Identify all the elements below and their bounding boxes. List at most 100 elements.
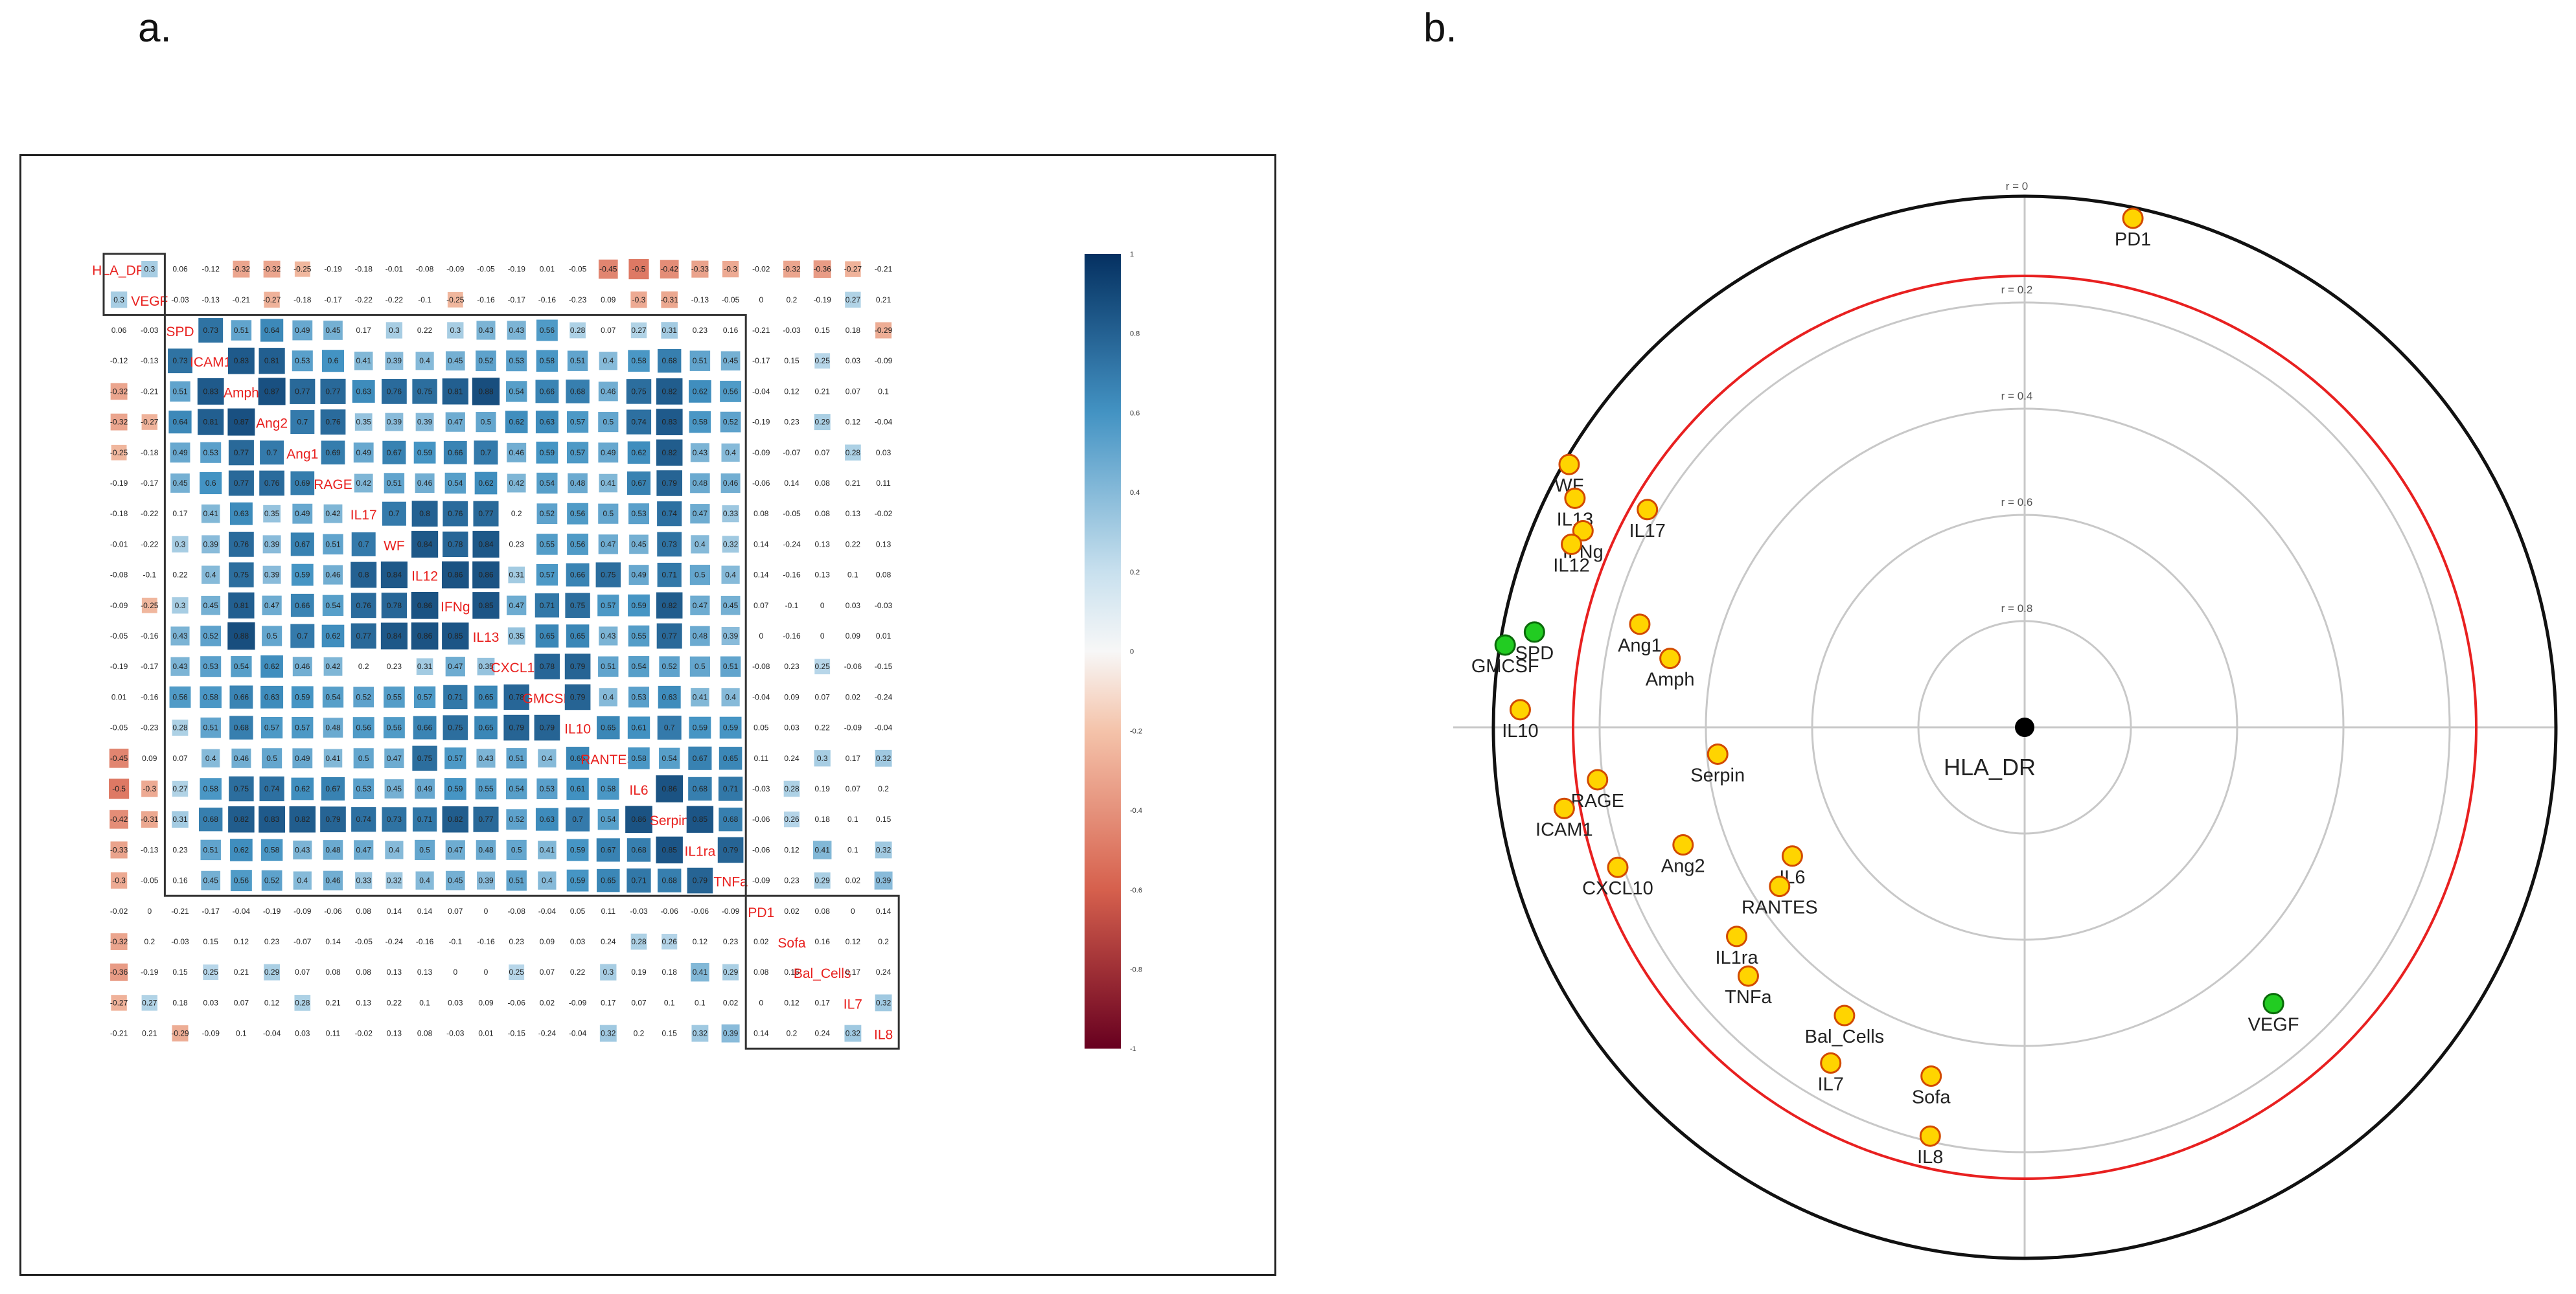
heatmap-cell-value: -0.19 bbox=[110, 479, 128, 488]
heatmap-cell-value: 0.58 bbox=[203, 692, 219, 701]
heatmap-cell-value: 0.57 bbox=[540, 571, 555, 580]
heatmap-cell bbox=[661, 291, 678, 308]
heatmap-cell bbox=[476, 350, 496, 372]
heatmap-cell bbox=[565, 593, 590, 619]
heatmap-cell-value: 0.47 bbox=[601, 539, 616, 549]
heatmap-cell bbox=[260, 655, 283, 678]
heatmap-cell-value: 0.31 bbox=[417, 662, 433, 671]
panel-a-label: a. bbox=[138, 6, 172, 51]
heatmap-cell-value: 0.7 bbox=[266, 448, 277, 457]
heatmap-cell bbox=[110, 383, 128, 400]
polar-point bbox=[1607, 856, 1629, 878]
heatmap-cell bbox=[721, 565, 740, 584]
heatmap-cell-value: 0.23 bbox=[387, 662, 402, 671]
heatmap-cell bbox=[170, 657, 190, 676]
heatmap-cell-value: 0.88 bbox=[234, 631, 249, 641]
heatmap-cell-value: 0.77 bbox=[356, 631, 372, 641]
heatmap-cell-value: 0.33 bbox=[723, 509, 739, 518]
heatmap-cell-value: 0.45 bbox=[203, 601, 219, 610]
polar-point-label: IL1ra bbox=[1715, 948, 1758, 968]
polar-point-label: RANTES bbox=[1742, 898, 1818, 918]
heatmap-cell-value: 0.76 bbox=[325, 418, 341, 427]
heatmap-cell-value: 0.21 bbox=[815, 387, 831, 396]
heatmap-cell-value: 0.54 bbox=[325, 601, 341, 610]
heatmap-cell-value: 0.51 bbox=[172, 387, 188, 396]
heatmap-cell bbox=[262, 535, 281, 554]
heatmap-cell bbox=[599, 352, 617, 370]
heatmap-cell bbox=[292, 503, 313, 524]
heatmap-cell-value: 0.78 bbox=[448, 539, 463, 549]
heatmap-cell-value: 0.35 bbox=[509, 631, 525, 641]
heatmap-cell-value: 0.63 bbox=[264, 692, 280, 701]
heatmap-cell-value: -0.18 bbox=[141, 448, 159, 457]
heatmap-variable-label: WF bbox=[384, 538, 405, 553]
heatmap-cell-value: 0.31 bbox=[662, 326, 678, 335]
heatmap-cell-value: 0.43 bbox=[509, 326, 525, 335]
heatmap-cell bbox=[628, 687, 650, 708]
heatmap-cell bbox=[720, 595, 741, 615]
heatmap-cell bbox=[351, 593, 376, 619]
heatmap-cell-value: 0.79 bbox=[570, 662, 586, 671]
heatmap-cell-value: 0.11 bbox=[876, 479, 891, 488]
heatmap-cell bbox=[172, 536, 189, 553]
heatmap-cell-value: 0.47 bbox=[448, 662, 463, 671]
heatmap-cell-value: 0.75 bbox=[631, 387, 647, 396]
heatmap-cell-value: -0.36 bbox=[814, 265, 832, 274]
heatmap-cell bbox=[384, 473, 405, 494]
heatmap-cell-value: 0.39 bbox=[264, 571, 280, 580]
heatmap-cell-value: 0.45 bbox=[723, 356, 739, 365]
polar-point-label: VEGF bbox=[2248, 1015, 2299, 1036]
heatmap-cell-value: -0.23 bbox=[569, 295, 587, 304]
heatmap-cell-value: 0.46 bbox=[295, 662, 310, 671]
heatmap-cell-value: 0.75 bbox=[417, 387, 433, 396]
heatmap-cell bbox=[657, 532, 682, 557]
heatmap-cell bbox=[536, 319, 558, 341]
heatmap-cell bbox=[380, 562, 408, 589]
heatmap-cell-value: 0.84 bbox=[387, 631, 402, 641]
heatmap-cell-value: 0.47 bbox=[693, 601, 708, 610]
heatmap-cell bbox=[229, 685, 253, 709]
heatmap-cell-value: 0.71 bbox=[448, 692, 463, 701]
heatmap-cell-value: 0.76 bbox=[448, 509, 463, 518]
heatmap-cell-value: -0.5 bbox=[632, 265, 646, 274]
heatmap-cell-value: -0.3 bbox=[632, 295, 646, 304]
heatmap-cell-value: 0.03 bbox=[845, 601, 861, 610]
polar-ring-label: r = 0 bbox=[2006, 180, 2029, 192]
heatmap-cell bbox=[656, 592, 683, 619]
heatmap-cell-value: 0.12 bbox=[845, 418, 861, 427]
heatmap-cell-value: 0.2 bbox=[358, 662, 369, 671]
heatmap-cell bbox=[595, 562, 621, 587]
heatmap-cell-value: 0.84 bbox=[478, 539, 494, 549]
heatmap-cell bbox=[661, 322, 678, 339]
heatmap-variable-label: IL13 bbox=[473, 630, 500, 645]
heatmap-cell-value: -0.19 bbox=[324, 265, 342, 274]
heatmap-cell-value: 0.51 bbox=[234, 326, 249, 335]
heatmap-cell-value: 0.42 bbox=[356, 479, 372, 488]
heatmap-cell bbox=[260, 440, 284, 465]
heatmap-cell bbox=[323, 534, 343, 555]
heatmap-cell bbox=[263, 505, 281, 523]
heatmap-cell bbox=[411, 501, 438, 527]
heatmap-cell bbox=[110, 291, 128, 308]
heatmap-cell bbox=[535, 411, 558, 434]
polar-point-label: Sofa bbox=[1912, 1087, 1951, 1108]
heatmap-cell bbox=[691, 535, 709, 554]
heatmap-cell bbox=[416, 658, 433, 675]
heatmap-cell bbox=[168, 410, 192, 434]
heatmap-cell-value: 0.62 bbox=[693, 387, 708, 396]
heatmap-cell bbox=[198, 409, 224, 435]
heatmap-cell bbox=[656, 409, 683, 436]
heatmap-cell bbox=[200, 656, 222, 677]
heatmap-cell-value: 0.46 bbox=[417, 479, 433, 488]
heatmap-cell bbox=[690, 626, 710, 646]
heatmap-cell-value: 0.4 bbox=[725, 448, 736, 457]
heatmap-cell bbox=[323, 321, 343, 340]
heatmap-cell-value: 0.73 bbox=[662, 539, 678, 549]
heatmap-cell-value: 0.76 bbox=[264, 479, 280, 488]
heatmap-cell-value: 0.73 bbox=[203, 326, 219, 335]
heatmap-cell bbox=[260, 685, 284, 709]
heatmap-cell bbox=[474, 471, 498, 495]
heatmap-cell-value: 0.52 bbox=[203, 631, 219, 641]
heatmap-cell-value: 0.81 bbox=[264, 356, 280, 365]
heatmap-cell bbox=[412, 379, 437, 404]
